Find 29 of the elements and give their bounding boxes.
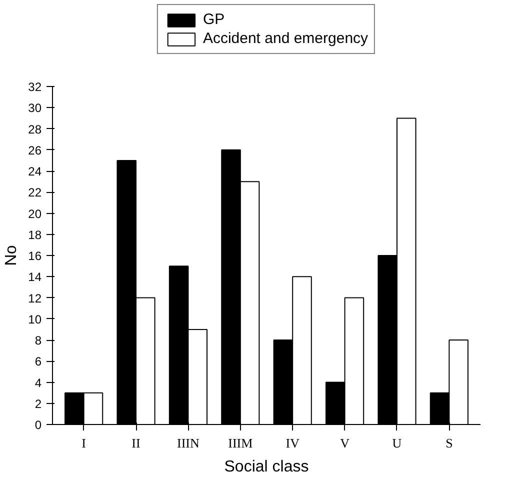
- x-tick-label: IIIM: [228, 436, 254, 450]
- y-tick-label: 30: [28, 101, 42, 116]
- x-tick-label: IV: [286, 436, 300, 450]
- x-tick-label: IIIN: [177, 436, 200, 450]
- y-tick-label: 26: [28, 143, 42, 158]
- x-tick-label: S: [446, 436, 453, 450]
- x-tick-label: II: [132, 436, 140, 450]
- x-tick-label: V: [340, 436, 350, 450]
- y-tick-label: 0: [34, 418, 42, 432]
- y-tick-label: 8: [34, 334, 42, 348]
- legend-label: GP: [202, 11, 225, 28]
- y-tick-label: 28: [28, 122, 42, 136]
- y-tick-label: 20: [28, 206, 42, 221]
- y-tick-label: 12: [28, 291, 42, 306]
- x-axis-title: Social class: [224, 458, 309, 476]
- y-tick-label: 14: [28, 270, 42, 284]
- y-tick-label: 32: [28, 80, 42, 94]
- y-axis-title: No: [3, 245, 20, 266]
- y-tick-label: 4: [34, 376, 42, 390]
- y-tick-label: 16: [28, 249, 42, 263]
- x-tick-label: U: [392, 436, 402, 450]
- y-tick-label: 6: [34, 354, 42, 369]
- x-tick-label: I: [82, 436, 86, 450]
- y-tick-label: 22: [28, 186, 42, 200]
- y-tick-label: 10: [28, 312, 42, 326]
- y-tick-label: 24: [28, 164, 42, 178]
- y-tick-label: 18: [28, 228, 42, 242]
- y-tick-label: 2: [34, 396, 42, 411]
- legend-label: Accident and emergency: [202, 30, 368, 47]
